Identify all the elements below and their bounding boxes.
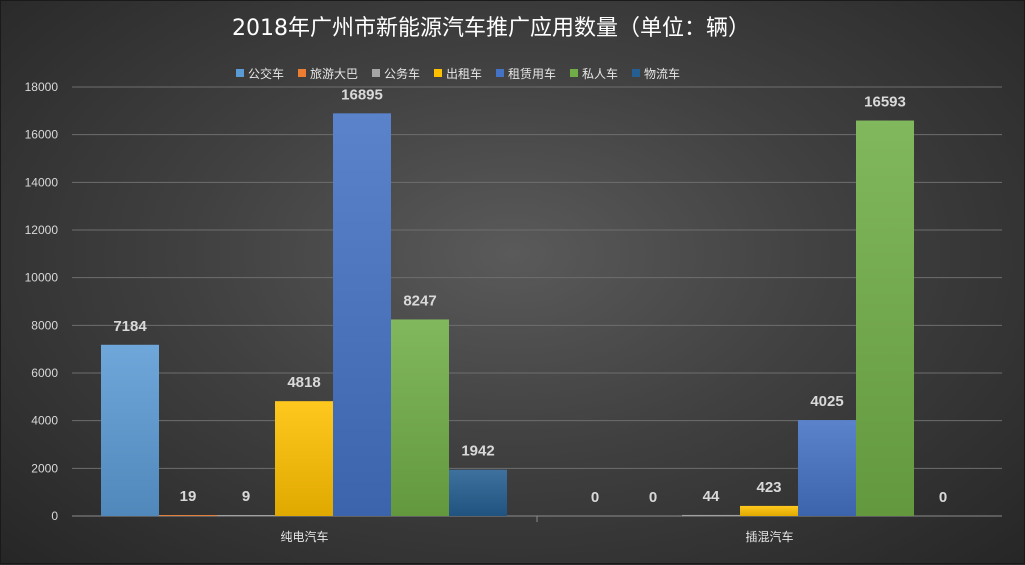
y-tick-label: 0 — [51, 509, 58, 523]
legend-swatch — [496, 69, 504, 77]
data-label: 16593 — [864, 94, 906, 111]
data-label: 423 — [756, 479, 781, 496]
bar — [333, 113, 391, 517]
data-label: 0 — [591, 489, 599, 506]
data-label: 7184 — [113, 318, 147, 335]
legend-swatch — [632, 69, 640, 77]
legend-item: 公务车 — [372, 66, 420, 81]
y-tick-label: 4000 — [31, 414, 58, 428]
data-label: 1942 — [461, 443, 494, 460]
x-category-label: 纯电汽车 — [280, 529, 328, 544]
legend-label: 私人车 — [582, 66, 618, 81]
bar — [682, 514, 740, 516]
legend-item: 私人车 — [570, 66, 618, 81]
bar — [159, 515, 217, 516]
legend-swatch — [570, 69, 578, 77]
y-tick-label: 16000 — [25, 128, 59, 142]
bar — [391, 319, 449, 516]
y-tick-label: 6000 — [31, 366, 58, 380]
data-label: 9 — [242, 488, 250, 505]
legend-label: 公交车 — [248, 66, 284, 81]
y-tick-label: 8000 — [31, 318, 58, 332]
y-tick-label: 2000 — [31, 461, 58, 475]
legend-label: 出租车 — [446, 66, 482, 81]
chart-title: 2018年广州市新能源汽车推广应用数量（单位：辆） — [232, 16, 750, 41]
legend-swatch — [298, 69, 306, 77]
bars — [101, 113, 914, 517]
data-label: 4818 — [287, 374, 320, 391]
data-label: 0 — [939, 489, 947, 506]
legend-item: 旅游大巴 — [298, 67, 358, 81]
y-tick-label: 10000 — [25, 271, 59, 285]
data-label: 0 — [649, 489, 657, 506]
y-axis-ticks: 0 2000 4000 6000 8000 10000 12000 14000 16000 180… — [25, 80, 59, 523]
data-label: 16895 — [341, 86, 383, 103]
bar — [217, 515, 275, 516]
legend-label: 租赁用车 — [508, 66, 556, 81]
bar — [798, 420, 856, 516]
data-label: 19 — [180, 488, 197, 505]
bar — [740, 505, 798, 516]
legend-item: 出租车 — [434, 66, 482, 81]
legend-swatch — [372, 69, 380, 77]
legend-label: 物流车 — [644, 66, 680, 81]
legend-label: 旅游大巴 — [310, 67, 358, 81]
data-label: 44 — [703, 488, 720, 505]
legend-item: 物流车 — [632, 66, 680, 81]
legend-item: 租赁用车 — [496, 66, 556, 81]
bar — [101, 344, 159, 516]
data-labels: 7184 19 9 4818 16895 8247 1942 0 0 44 423 4025 16593… — [113, 86, 947, 506]
bar — [856, 120, 914, 516]
legend-label: 公务车 — [384, 66, 420, 81]
y-tick-label: 18000 — [25, 80, 59, 94]
y-tick-label: 12000 — [25, 223, 59, 237]
x-axis-categories: 纯电汽车 插混汽车 — [280, 529, 793, 544]
x-category-label: 插混汽车 — [745, 529, 793, 544]
legend-item: 公交车 — [236, 66, 284, 81]
legend-swatch — [434, 69, 442, 77]
y-tick-label: 14000 — [25, 175, 59, 189]
bar — [449, 469, 507, 516]
data-label: 8247 — [403, 292, 436, 309]
legend: 公交车 旅游大巴 公务车 出租车 租赁用车 私人车 物流车 — [236, 66, 680, 81]
legend-swatch — [236, 69, 244, 77]
data-label: 4025 — [810, 393, 843, 410]
bar — [275, 401, 333, 516]
